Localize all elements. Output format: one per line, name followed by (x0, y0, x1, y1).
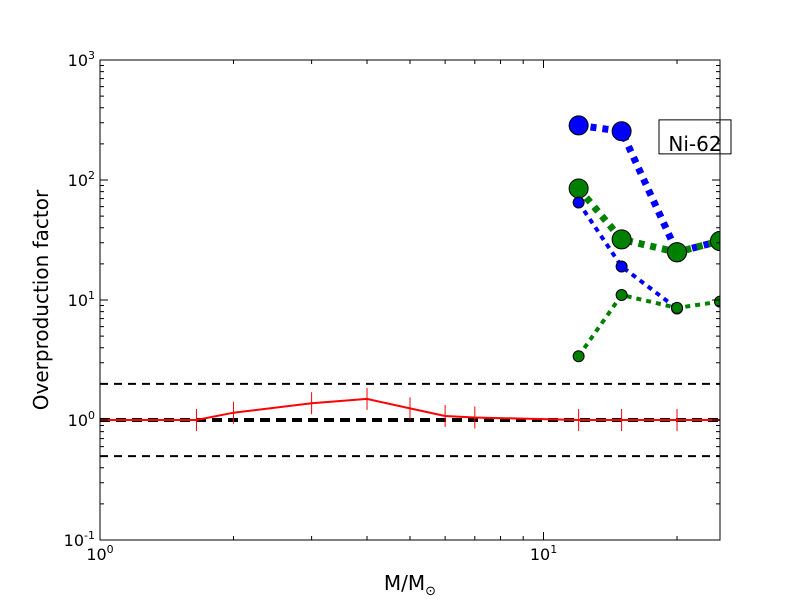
series-0-line (100, 397, 720, 421)
series-2-point (710, 231, 720, 252)
series-4-point (671, 301, 684, 314)
y-tick-label: 100 (68, 409, 95, 430)
series-1-point (568, 115, 589, 136)
x-axis-label: M/M⊙ (384, 571, 436, 599)
annotation-box (658, 119, 732, 155)
series-3-point (615, 260, 628, 273)
series-2-point (568, 178, 589, 199)
series-1-point (611, 121, 632, 142)
x-tick-label: 101 (530, 543, 557, 564)
y-axis-label: Overproduction factor (29, 189, 53, 410)
series-4-line (576, 292, 720, 358)
series-3-line (576, 201, 679, 311)
y-tick-label: 102 (68, 169, 95, 190)
series-4-point (714, 295, 720, 308)
series-1-line (578, 121, 720, 257)
annotation-text: Ni-62 (668, 132, 721, 156)
x-tick-label: 100 (86, 543, 113, 564)
y-tick-label: 10-1 (64, 529, 95, 550)
series-2-point (611, 229, 632, 250)
series-3-point (572, 196, 585, 209)
series-2-line (575, 186, 720, 256)
series-2-point (667, 242, 688, 263)
plot-area (100, 60, 720, 540)
series-4-point (615, 289, 628, 302)
y-tick-label: 101 (68, 289, 95, 310)
y-tick-label: 103 (68, 49, 95, 70)
series-4-point (572, 350, 585, 363)
